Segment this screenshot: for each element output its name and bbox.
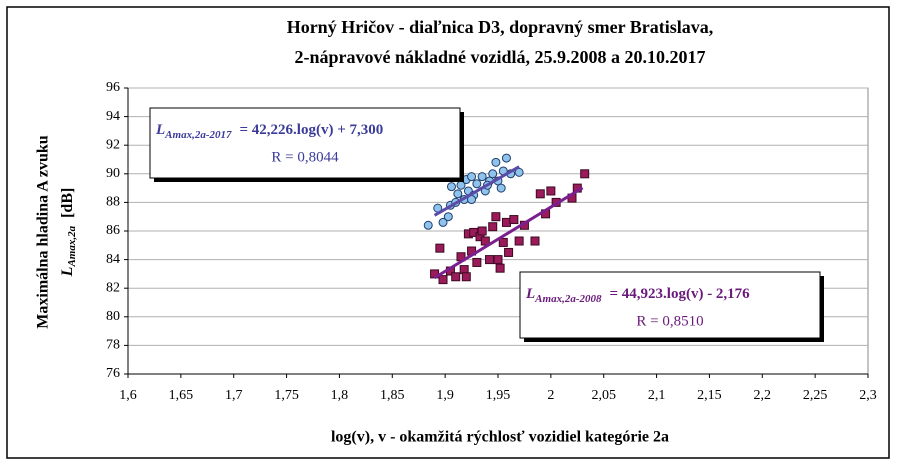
point — [467, 172, 477, 182]
y-tick-label: 76 — [106, 366, 120, 381]
y-tick-label: 86 — [106, 223, 120, 238]
x-tick-label: 1,8 — [331, 388, 349, 403]
point — [493, 255, 503, 265]
point — [514, 236, 524, 246]
point — [472, 257, 482, 267]
point — [491, 212, 501, 222]
point — [509, 215, 519, 225]
point — [480, 236, 490, 246]
y-tick-label: 82 — [106, 280, 120, 295]
x-tick-label: 1,65 — [169, 388, 194, 403]
annotation-equation: LAmax,2a-2017 = 42,226.log(v) + 7,300 — [155, 122, 383, 140]
x-tick-label: 1,6 — [119, 388, 137, 403]
y-tick-label: 90 — [106, 166, 120, 181]
equation: = 44,923.log(v) - 2,176 — [609, 286, 750, 302]
annotation-r: R = 0,8044 — [271, 149, 339, 165]
point — [485, 255, 495, 265]
subscript: Amax,2a-2008 — [534, 293, 602, 305]
x-tick-label: 1,95 — [486, 388, 511, 403]
point — [495, 263, 505, 273]
equation: = 42,226.log(v) + 7,300 — [239, 122, 383, 138]
point — [438, 275, 448, 285]
trend-line — [433, 186, 584, 280]
subscript: Amax,2a — [66, 225, 78, 267]
x-tick-label: 2,2 — [754, 388, 772, 403]
point — [546, 186, 556, 196]
symbol: L — [155, 122, 165, 138]
y-tick-label: 92 — [106, 137, 120, 152]
point — [435, 243, 445, 253]
point — [530, 236, 540, 246]
point — [446, 182, 456, 192]
point — [472, 179, 482, 189]
point — [453, 189, 463, 199]
annotation-box — [519, 271, 821, 339]
point — [461, 272, 471, 282]
unit: [dB] — [59, 188, 76, 218]
symbol: L — [59, 266, 76, 277]
y-tick-label: 84 — [106, 252, 120, 267]
point — [451, 272, 461, 282]
point — [504, 247, 514, 257]
y-axis-unit-label: LAmax,2a [dB] — [59, 188, 78, 278]
y-tick-label: 96 — [106, 80, 120, 95]
annotation-box — [149, 107, 461, 179]
point — [498, 237, 508, 247]
point — [423, 220, 433, 230]
x-tick-label: 2,05 — [591, 388, 616, 403]
x-tick-label: 2 — [547, 388, 554, 403]
point — [491, 157, 501, 167]
point — [477, 226, 487, 236]
y-tick-label: 88 — [106, 195, 120, 210]
trend-line — [433, 165, 520, 217]
x-tick-label: 1,85 — [380, 388, 405, 403]
x-axis-label: log(v), v - okamžitá rýchlosť vozidiel k… — [331, 429, 669, 446]
point — [501, 217, 511, 227]
chart-title: Horný Hričov - diaľnica D3, dopravný sme… — [287, 17, 714, 37]
point — [496, 183, 506, 193]
x-tick-label: 2,1 — [648, 388, 666, 403]
x-tick-label: 1,7 — [225, 388, 243, 403]
annotation-r: R = 0,8510 — [636, 313, 703, 329]
point — [580, 169, 590, 179]
y-tick-label: 78 — [106, 338, 120, 353]
point — [501, 153, 511, 163]
point — [443, 212, 453, 222]
x-tick-label: 2,3 — [859, 388, 877, 403]
annotation-equation: LAmax,2a-2008 = 44,923.log(v) - 2,176 — [525, 286, 750, 304]
x-tick-label: 2,15 — [697, 388, 722, 403]
point — [535, 189, 545, 199]
subscript: Amax,2a-2017 — [164, 129, 232, 141]
x-tick-label: 1,75 — [274, 388, 299, 403]
x-tick-label: 2,25 — [803, 388, 828, 403]
y-tick-label: 80 — [106, 309, 120, 324]
y-axis-label: Maximálna hladina A zvuku — [35, 135, 52, 328]
x-tick-label: 1,9 — [436, 388, 454, 403]
symbol: L — [525, 286, 535, 302]
point — [488, 222, 498, 232]
point — [438, 217, 448, 227]
y-tick-label: 94 — [106, 109, 120, 124]
point — [477, 172, 487, 182]
chart-title: 2-nápravové nákladné vozidlá, 25.9.2008 … — [294, 47, 705, 67]
point — [488, 169, 498, 179]
